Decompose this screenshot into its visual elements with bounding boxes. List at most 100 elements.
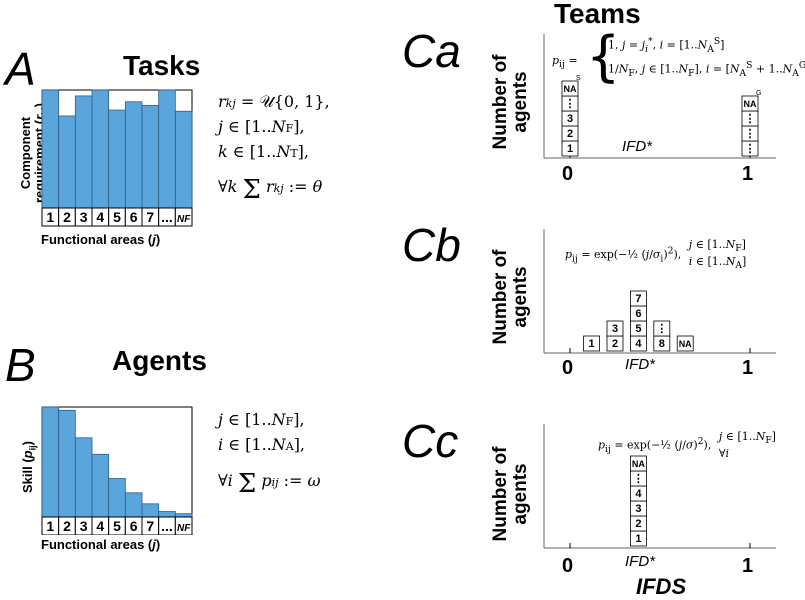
panel-c0-cell-label-1-0: ⋮ xyxy=(745,143,756,155)
panel-b-bar-3 xyxy=(74,437,93,518)
panel-cb-ylabel: Number of agents xyxy=(490,249,531,345)
panel-c1-cell-1-1 xyxy=(606,320,624,337)
panel-a-cat-label-8: ... xyxy=(161,209,173,225)
panel-c2-cell-label-0-0: 1 xyxy=(635,533,641,545)
panel-b-title: Agents xyxy=(112,345,207,376)
panel-cc-tick-1: 1 xyxy=(742,555,754,577)
panel-b-cat-label-7: 7 xyxy=(146,518,154,534)
panel-c2-cell-label-0-2: 3 xyxy=(635,503,641,515)
panel-c2-cell-label-0-3: 4 xyxy=(635,488,642,500)
panel-a-title: Tasks xyxy=(123,50,201,81)
panel-c2-cell-0-5 xyxy=(630,455,647,472)
panel-cc-ylabel: Number of agents xyxy=(490,446,531,542)
panel-ca-axes: 1 2 3 ⋮ NA S ⋮ ⋮ ⋮ NA G xyxy=(543,34,776,159)
panel-c0-cell-label-1-2: ⋮ xyxy=(745,113,756,125)
panel-b-bar-4 xyxy=(91,453,110,518)
panel-c0-cell-sup-1-3: G xyxy=(756,90,761,97)
panel-a-cat-label-7: 7 xyxy=(146,209,154,225)
panel-cb-tick-1: 1 xyxy=(742,357,754,379)
panel-c1-cell-label-2-1: 5 xyxy=(635,323,641,335)
panel-b-cat-label-6: 6 xyxy=(130,518,138,534)
panel-b-chart: 1 2 3 4 5 6 7... NF xyxy=(41,406,193,535)
panel-c1-cell-label-0-0: 1 xyxy=(589,338,595,350)
panel-c1-cell-2-3 xyxy=(630,290,647,307)
panel-a-chart: 1 2 3 4 5 6 7... NF xyxy=(41,89,193,227)
panel-c1-cell-label-1-0: 2 xyxy=(612,338,618,350)
panel-c1-cell-label-3-1: ⋮ xyxy=(656,323,667,335)
panel-a-cat-label-9: NF xyxy=(177,214,191,225)
panel-b-ylabel: Skill (pij) xyxy=(20,441,38,493)
panel-c1-cell-0-0 xyxy=(583,335,600,352)
panel-c1-cell-label-4-0: NA xyxy=(679,339,692,349)
panel-c0-cell-label-0-1: 2 xyxy=(567,128,573,140)
eq-b-1: j ∈ [1..NF], xyxy=(218,410,305,429)
panel-b-cat-box-9 xyxy=(174,516,193,535)
panel-a-bar-6 xyxy=(124,101,143,209)
panel-b-cat-label-3: 3 xyxy=(80,518,88,534)
panel-b-cat-label-4: 4 xyxy=(96,518,104,534)
panel-cb-formula: pij = exp(−½ (j/σi)2), j ∈ [1..NF] i ∈ [1… xyxy=(565,238,747,272)
panel-b-cat-label-8: ... xyxy=(161,518,173,534)
panel-a-cat-label-4: 4 xyxy=(96,209,104,225)
panel-a-cat-box-9 xyxy=(174,207,193,227)
panel-ca-label: Ca xyxy=(402,25,461,77)
panel-c-title: Teams xyxy=(554,0,641,29)
panel-a-bar-7 xyxy=(141,104,160,209)
panel-cc-formula: pij = exp(−½ (j/σ)2), j ∈ [1..NF] ∀i xyxy=(598,430,776,461)
panel-c0-cell-label-0-0: 1 xyxy=(567,143,573,155)
panel-b-bar-5 xyxy=(108,478,126,518)
panel-c1-cell-4-0 xyxy=(676,335,694,352)
panel-a-label: A xyxy=(5,43,36,95)
panel-a-bar-1 xyxy=(41,89,60,209)
panel-b-equations: j ∈ [1..NF], i ∈ [1..NA], ∀i Σ pij := ω xyxy=(218,408,321,504)
panel-b-bar-2 xyxy=(58,409,76,518)
panel-b-cat-label-9: NF xyxy=(177,523,191,534)
panel-cc-axes: 1 2 3 4 ⋮ NA xyxy=(543,424,776,549)
eq-b-3: ∀i Σ pij := ω xyxy=(218,468,321,499)
panel-b-label: B xyxy=(5,339,36,391)
panel-a-bar-9 xyxy=(174,110,193,209)
panel-b-bar-7 xyxy=(141,503,160,518)
panel-a-cat-label-6: 6 xyxy=(130,209,138,225)
panel-c1-cell-label-2-2: 6 xyxy=(635,308,641,320)
panel-c0-cell-sup-0-4: S xyxy=(576,75,581,82)
panel-a-cat-label-5: 5 xyxy=(113,209,121,225)
panel-b-cat-label-1: 1 xyxy=(46,518,54,534)
panel-b-xlabel: Functional areas (j) xyxy=(41,537,161,552)
panel-c0-cell-label-0-4: NA xyxy=(564,84,577,94)
panel-cb-ifd: IFD* xyxy=(625,356,655,373)
panel-b-bar-1 xyxy=(41,406,60,518)
panel-c1-cell-label-2-0: 4 xyxy=(635,338,642,350)
eq-b-2: i ∈ [1..NA], xyxy=(218,434,306,454)
panel-ca-ifd: IFD* xyxy=(622,138,652,155)
eq-a-2: j ∈ [1..NF], xyxy=(218,116,305,136)
panel-c0-cell-label-1-3: NA xyxy=(744,99,757,109)
panel-ca-tick-0: 0 xyxy=(562,163,574,185)
panel-a-bar-2 xyxy=(58,115,76,209)
panel-b-cat-label-2: 2 xyxy=(63,518,71,534)
panel-a-cat-label-3: 3 xyxy=(80,209,88,225)
panel-c0-cell-1-3 xyxy=(741,95,759,112)
panel-a-equations: rkj = 𝒰{0, 1}, j ∈ [1..NF], k ∈ [1..NT],… xyxy=(218,90,330,211)
panel-b-bar-8 xyxy=(158,511,176,518)
panel-c0-cell-label-1-1: ⋮ xyxy=(745,128,756,140)
panel-c-xlabel: IFDS xyxy=(636,574,687,599)
panel-cc-label: Cc xyxy=(402,415,459,467)
panel-b-cat-label-5: 5 xyxy=(113,518,121,534)
panel-cc-ifd: IFD* xyxy=(625,553,655,570)
panel-c2-cell-label-0-4: ⋮ xyxy=(633,473,644,485)
panel-cc-tick-0: 0 xyxy=(562,555,574,577)
eq-a-1: rkj = 𝒰{0, 1}, xyxy=(218,92,330,111)
panel-c1-cell-label-1-1: 3 xyxy=(612,323,618,335)
panel-a-bar-3 xyxy=(74,95,93,209)
panel-c2-cell-label-0-1: 2 xyxy=(635,518,641,530)
panel-c2-cell-label-0-5: NA xyxy=(632,459,645,469)
panel-a-cat-label-1: 1 xyxy=(46,209,54,225)
panel-c0-cell-label-0-3: ⋮ xyxy=(565,98,576,110)
panel-a-cat-label-2: 2 xyxy=(63,209,71,225)
panel-c0-cell-label-0-2: 3 xyxy=(567,113,573,125)
panel-c1-cell-label-2-3: 7 xyxy=(635,293,641,305)
panel-ca-ylabel: Number of agents xyxy=(490,54,531,150)
panel-a-bar-5 xyxy=(108,109,126,209)
eq-a-3: k ∈ [1..NT], xyxy=(218,141,309,161)
